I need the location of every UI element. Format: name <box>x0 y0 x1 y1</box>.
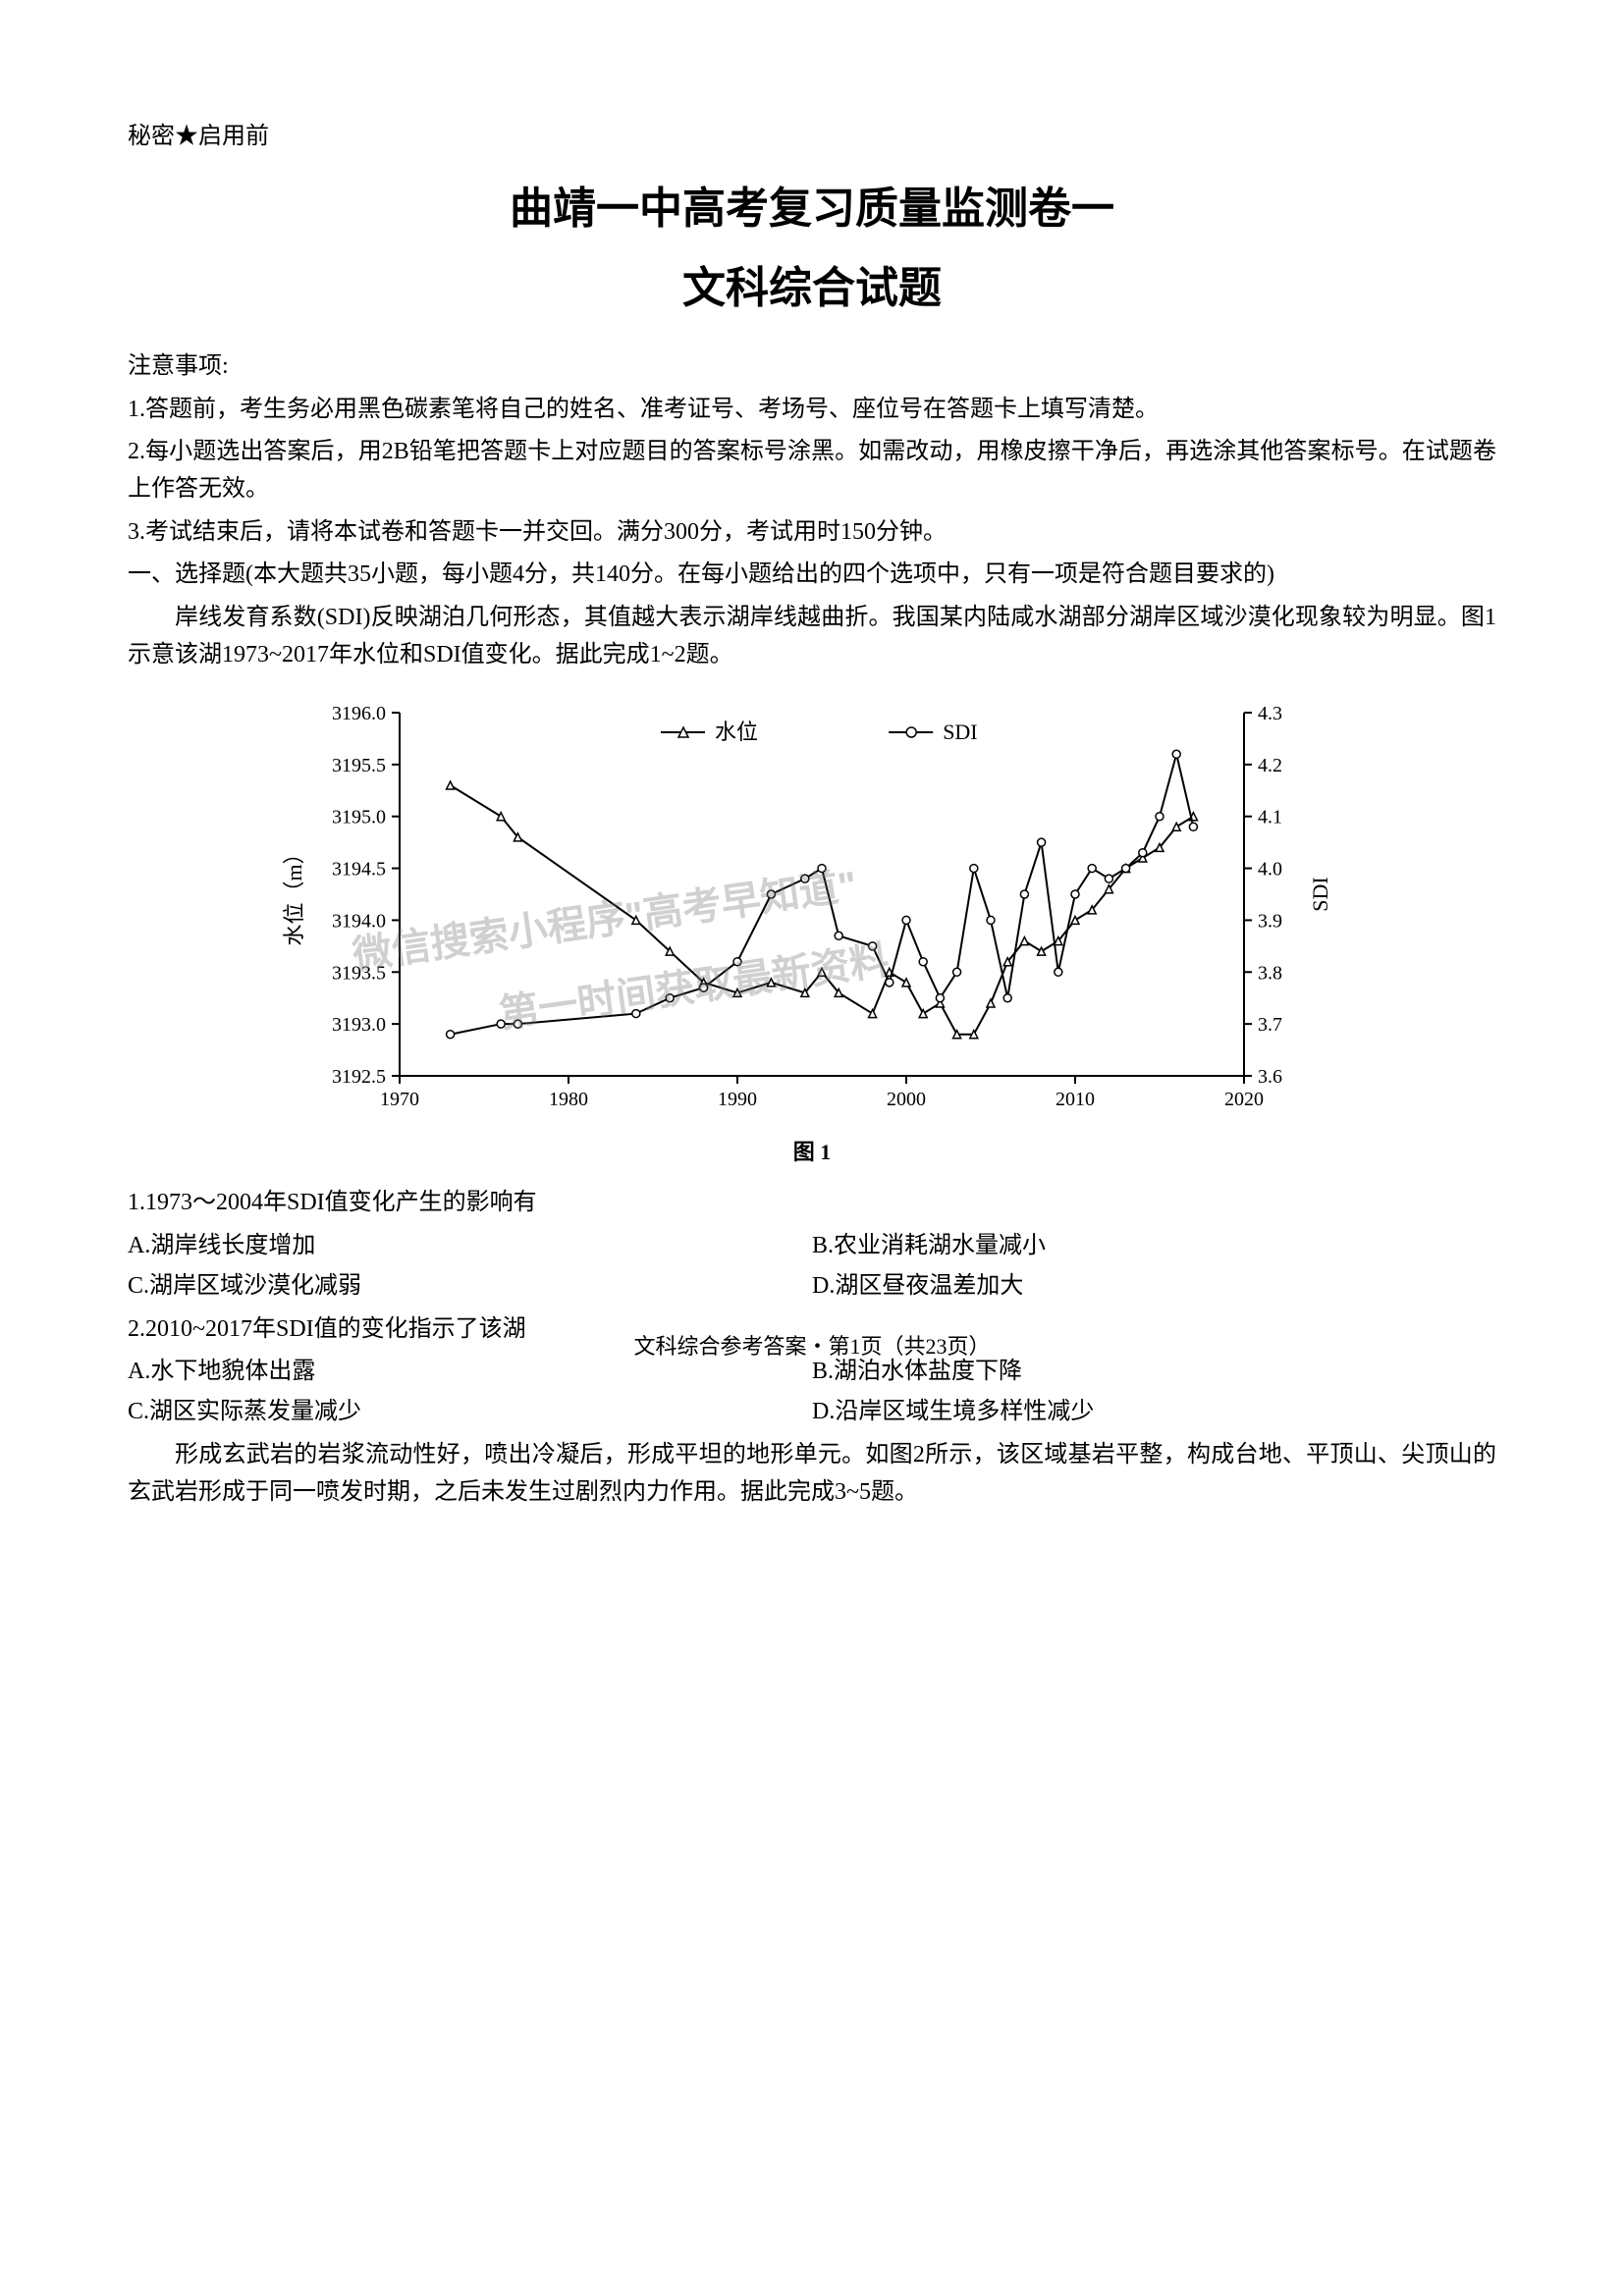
svg-text:1990: 1990 <box>718 1089 757 1110</box>
svg-text:3.7: 3.7 <box>1258 1014 1282 1036</box>
svg-text:3194.0: 3194.0 <box>332 911 386 933</box>
question-1-stem: 1.1973～2004年SDI值变化产生的影响有 <box>128 1184 1496 1221</box>
svg-text:3.6: 3.6 <box>1258 1066 1282 1088</box>
page-footer: 文科综合参考答案・第1页（共23页） <box>128 1329 1496 1363</box>
svg-text:3196.0: 3196.0 <box>332 703 386 724</box>
svg-text:SDI: SDI <box>943 720 977 744</box>
svg-text:3.8: 3.8 <box>1258 963 1282 985</box>
svg-text:3194.5: 3194.5 <box>332 859 386 881</box>
svg-text:2000: 2000 <box>887 1089 926 1110</box>
confidential-label: 秘密★启用前 <box>128 118 1496 155</box>
svg-text:4.3: 4.3 <box>1258 703 1282 724</box>
passage-1: 岸线发育系数(SDI)反映湖泊几何形态，其值越大表示湖岸线越曲折。我国某内陆咸水… <box>128 599 1496 674</box>
chart-svg: 1970 1980 1990 2000 2010 2020 3192.5 3193.0 3193… <box>272 693 1352 1125</box>
q1-option-d: D.湖区昼夜温差加大 <box>812 1267 1496 1305</box>
chart-figure-1: 1970 1980 1990 2000 2010 2020 3192.5 3193.0 3193… <box>272 693 1352 1125</box>
notice-item-2: 2.每小题选出答案后，用2B铅笔把答题卡上对应题目的答案标号涂黑。如需改动，用橡… <box>128 433 1496 508</box>
svg-text:3193.0: 3193.0 <box>332 1014 386 1036</box>
svg-text:1980: 1980 <box>549 1089 588 1110</box>
svg-text:3195.0: 3195.0 <box>332 807 386 828</box>
chart-caption: 图 1 <box>128 1135 1496 1169</box>
q1-option-a: A.湖岸线长度增加 <box>128 1227 812 1264</box>
title-main: 曲靖一中高考复习质量监测卷一 <box>128 175 1496 243</box>
svg-text:水位（m）: 水位（m） <box>282 843 306 946</box>
svg-text:水位: 水位 <box>715 720 758 744</box>
q1-option-b: B.农业消耗湖水量减小 <box>812 1227 1496 1264</box>
notice-item-3: 3.考试结束后，请将本试卷和答题卡一并交回。满分300分，考试用时150分钟。 <box>128 513 1496 551</box>
svg-text:4.0: 4.0 <box>1258 859 1282 881</box>
notice-item-1: 1.答题前，考生务必用黑色碳素笔将自己的姓名、准考证号、考场号、座位号在答题卡上… <box>128 391 1496 428</box>
svg-text:3.9: 3.9 <box>1258 911 1282 933</box>
title-sub: 文科综合试题 <box>128 254 1496 323</box>
notices-header: 注意事项: <box>128 347 1496 385</box>
q2-option-d: D.沿岸区域生境多样性减少 <box>812 1393 1496 1430</box>
svg-text:4.1: 4.1 <box>1258 807 1282 828</box>
svg-text:3195.5: 3195.5 <box>332 755 386 776</box>
svg-text:4.2: 4.2 <box>1258 755 1282 776</box>
q2-option-c: C.湖区实际蒸发量减少 <box>128 1393 812 1430</box>
svg-text:3193.5: 3193.5 <box>332 963 386 985</box>
section-1-header: 一、选择题(本大题共35小题，每小题4分，共140分。在每小题给出的四个选项中，… <box>128 556 1496 593</box>
svg-text:SDI: SDI <box>1308 878 1332 912</box>
svg-text:1970: 1970 <box>380 1089 419 1110</box>
passage-2: 形成玄武岩的岩浆流动性好，喷出冷凝后，形成平坦的地形单元。如图2所示，该区域基岩… <box>128 1436 1496 1512</box>
svg-text:2020: 2020 <box>1224 1089 1264 1110</box>
q1-option-c: C.湖岸区域沙漠化减弱 <box>128 1267 812 1305</box>
svg-text:2010: 2010 <box>1056 1089 1095 1110</box>
svg-text:3192.5: 3192.5 <box>332 1066 386 1088</box>
